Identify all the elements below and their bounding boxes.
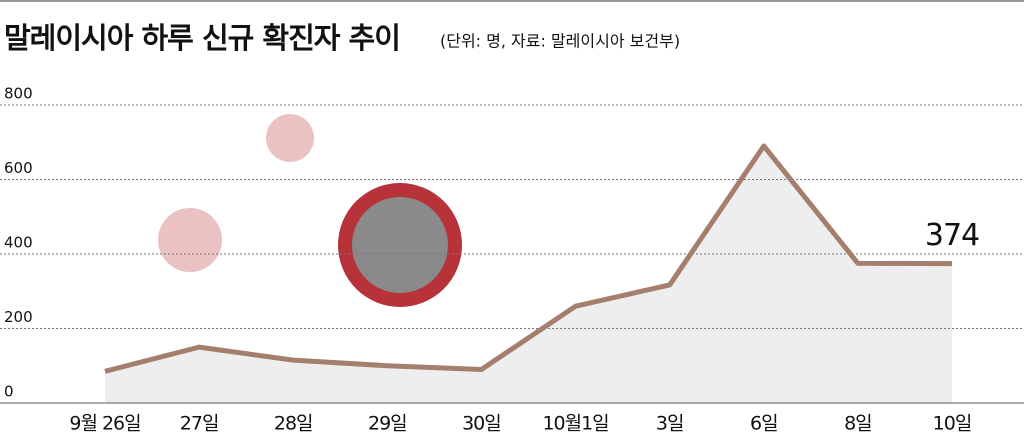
- y-tick-label: 400: [4, 234, 33, 252]
- y-tick-label: 800: [4, 85, 33, 103]
- y-tick-label: 600: [4, 159, 33, 177]
- chart-subtitle: (단위: 명, 자료: 말레이시아 보건부): [440, 32, 680, 51]
- x-tick-label: 27일: [180, 413, 219, 435]
- x-tick-label: 8일: [844, 413, 872, 435]
- chart-title: 말레이시아 하루 신규 확진자 추이: [4, 21, 400, 55]
- y-tick-label: 200: [4, 308, 33, 326]
- line: [104, 143, 953, 374]
- x-tick-label: 30일: [462, 413, 501, 435]
- x-tick-label: 6일: [750, 413, 778, 435]
- x-tick-label: 28일: [274, 413, 313, 435]
- virus-decoration: [158, 114, 314, 272]
- y-tick-label: 0: [4, 383, 14, 401]
- x-tick-label: 3일: [656, 413, 684, 435]
- x-tick-label: 10월1일: [542, 413, 608, 435]
- data-label: 374: [925, 218, 979, 253]
- x-tick-label: 10일: [933, 413, 972, 435]
- virus-decoration: [338, 183, 462, 307]
- x-tick-label: 9월 26일: [69, 413, 140, 435]
- x-tick-label: 29일: [368, 413, 407, 435]
- area: [105, 145, 952, 403]
